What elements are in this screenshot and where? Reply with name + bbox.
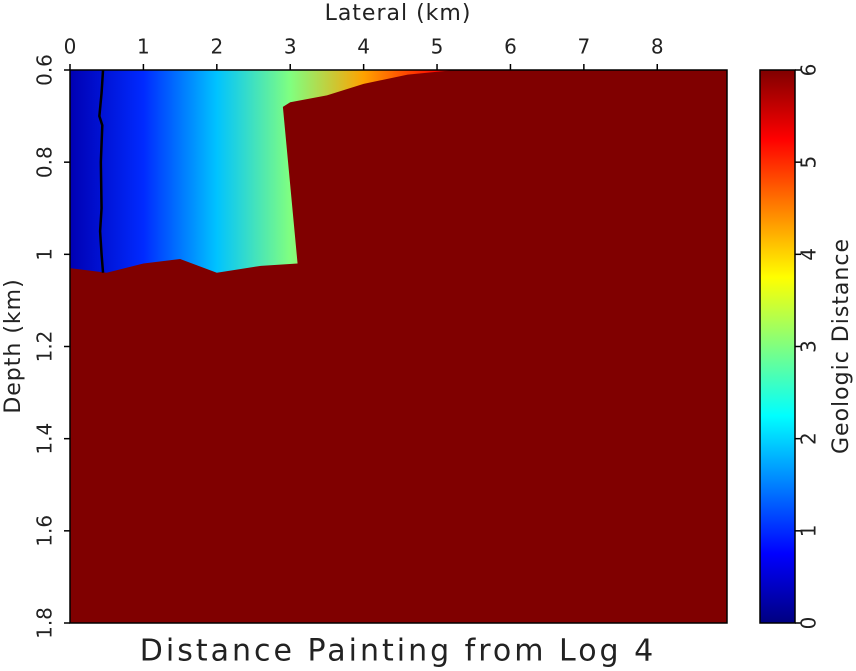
colorbar-tick-label: 0 xyxy=(797,617,821,630)
colorbar-tick-label: 4 xyxy=(797,248,821,261)
colorbar-label: Geologic Distance xyxy=(829,238,854,454)
y-tick-label: 1.6 xyxy=(33,515,57,547)
x-tick-label: 8 xyxy=(651,35,664,59)
x-axis-label: Lateral (km) xyxy=(325,1,472,26)
y-axis-label: Depth (km) xyxy=(1,278,26,413)
x-tick-label: 1 xyxy=(137,35,150,59)
x-tick-label: 7 xyxy=(577,35,590,59)
y-tick-label: 1.4 xyxy=(33,423,57,455)
x-tick-label: 0 xyxy=(64,35,77,59)
y-tick-label: 0.6 xyxy=(33,54,57,86)
x-tick-label: 4 xyxy=(357,35,370,59)
x-tick-label: 2 xyxy=(210,35,223,59)
colorbar-tick-label: 2 xyxy=(797,432,821,445)
y-tick-label: 1.8 xyxy=(33,607,57,639)
x-tick-label: 3 xyxy=(284,35,297,59)
log-curve xyxy=(98,69,105,273)
x-tick-label: 6 xyxy=(504,35,517,59)
painted-region xyxy=(70,70,456,273)
y-tick-label: 1 xyxy=(33,248,57,261)
colorbar xyxy=(759,69,796,624)
chart-title: Distance Painting from Log 4 xyxy=(140,634,656,669)
y-tick-label: 1.2 xyxy=(33,331,57,363)
colorbar-tick-label: 6 xyxy=(797,64,821,77)
colorbar-tick-label: 5 xyxy=(797,156,821,169)
y-tick-label: 0.8 xyxy=(33,146,57,178)
colorbar-tick-label: 1 xyxy=(797,524,821,537)
x-tick-label: 5 xyxy=(431,35,444,59)
colorbar-tick-label: 3 xyxy=(797,340,821,353)
